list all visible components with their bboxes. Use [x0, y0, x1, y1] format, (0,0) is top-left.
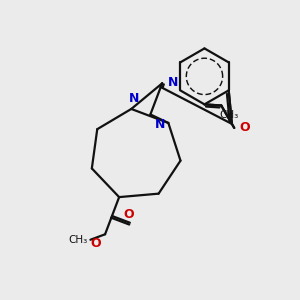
Text: CH₃: CH₃ — [68, 235, 88, 245]
Text: CH₃: CH₃ — [220, 110, 239, 120]
Text: N: N — [167, 76, 178, 89]
Text: N: N — [128, 92, 139, 105]
Text: O: O — [240, 122, 250, 134]
Text: O: O — [90, 237, 101, 250]
Text: N: N — [155, 118, 165, 131]
Text: O: O — [123, 208, 134, 221]
